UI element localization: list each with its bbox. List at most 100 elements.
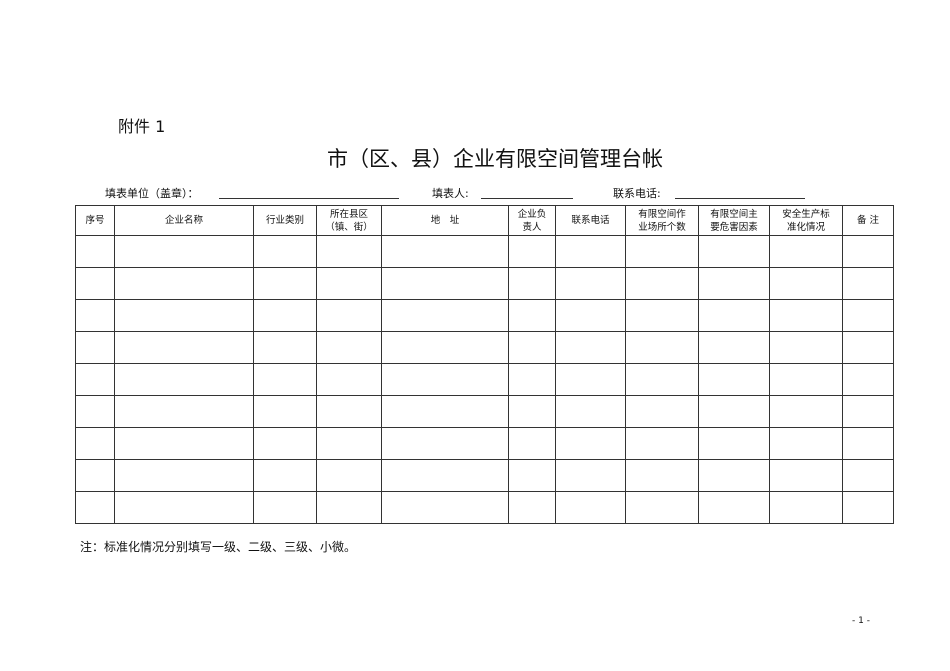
table-cell[interactable] [555,299,626,332]
table-cell[interactable] [114,395,254,428]
table-cell[interactable] [381,491,509,524]
table-cell[interactable] [625,363,699,396]
table-cell[interactable] [555,267,626,300]
table-cell[interactable] [698,395,770,428]
table-cell[interactable] [555,427,626,460]
table-cell[interactable] [842,235,894,268]
table-cell[interactable] [316,331,382,364]
table-cell[interactable] [842,427,894,460]
table-cell[interactable] [253,363,317,396]
table-cell[interactable] [114,491,254,524]
table-cell[interactable] [555,363,626,396]
table-cell[interactable] [253,395,317,428]
table-cell[interactable] [555,235,626,268]
table-cell[interactable] [381,331,509,364]
table-cell[interactable] [625,491,699,524]
table-cell[interactable] [842,363,894,396]
table-cell[interactable] [316,267,382,300]
table-cell[interactable] [253,459,317,492]
table-cell[interactable] [114,427,254,460]
table-cell[interactable] [842,459,894,492]
table-cell[interactable] [114,331,254,364]
table-cell[interactable] [555,395,626,428]
table-cell[interactable] [316,235,382,268]
table-cell[interactable] [381,299,509,332]
table-cell[interactable] [381,395,509,428]
table-cell[interactable] [625,459,699,492]
unit-field[interactable] [219,198,399,199]
table-cell[interactable] [114,459,254,492]
table-cell[interactable] [253,299,317,332]
table-cell[interactable] [75,427,115,460]
table-cell[interactable] [253,491,317,524]
table-cell[interactable] [769,427,843,460]
table-cell[interactable] [75,395,115,428]
table-cell[interactable] [508,299,556,332]
table-cell[interactable] [769,491,843,524]
table-cell[interactable] [698,235,770,268]
table-cell[interactable] [508,491,556,524]
table-cell[interactable] [316,363,382,396]
table-cell[interactable] [842,331,894,364]
table-cell[interactable] [555,491,626,524]
table-cell[interactable] [253,427,317,460]
table-cell[interactable] [769,331,843,364]
table-cell[interactable] [75,363,115,396]
table-cell[interactable] [316,459,382,492]
table-cell[interactable] [769,267,843,300]
table-cell[interactable] [508,459,556,492]
table-cell[interactable] [769,235,843,268]
table-cell[interactable] [75,299,115,332]
table-cell[interactable] [253,267,317,300]
table-cell[interactable] [508,331,556,364]
table-cell[interactable] [769,459,843,492]
table-cell[interactable] [75,267,115,300]
table-cell[interactable] [114,299,254,332]
table-cell[interactable] [769,299,843,332]
table-cell[interactable] [625,267,699,300]
table-cell[interactable] [842,267,894,300]
table-cell[interactable] [75,331,115,364]
table-cell[interactable] [381,459,509,492]
table-cell[interactable] [508,427,556,460]
table-cell[interactable] [698,267,770,300]
table-cell[interactable] [625,427,699,460]
table-cell[interactable] [253,235,317,268]
table-cell[interactable] [555,459,626,492]
filler-field[interactable] [481,198,573,199]
table-cell[interactable] [842,299,894,332]
table-cell[interactable] [508,235,556,268]
table-cell[interactable] [316,395,382,428]
table-cell[interactable] [316,299,382,332]
table-cell[interactable] [769,363,843,396]
table-cell[interactable] [316,427,382,460]
table-cell[interactable] [508,363,556,396]
table-cell[interactable] [114,267,254,300]
table-cell[interactable] [698,459,770,492]
table-cell[interactable] [698,331,770,364]
table-cell[interactable] [75,235,115,268]
table-cell[interactable] [316,491,382,524]
table-cell[interactable] [625,299,699,332]
table-cell[interactable] [75,459,115,492]
table-cell[interactable] [698,363,770,396]
table-cell[interactable] [555,331,626,364]
table-cell[interactable] [114,363,254,396]
table-cell[interactable] [769,395,843,428]
table-cell[interactable] [698,299,770,332]
table-cell[interactable] [698,427,770,460]
table-cell[interactable] [625,331,699,364]
table-cell[interactable] [381,363,509,396]
table-cell[interactable] [114,235,254,268]
phone-field[interactable] [675,198,805,199]
table-cell[interactable] [625,395,699,428]
table-cell[interactable] [253,331,317,364]
table-cell[interactable] [508,395,556,428]
table-cell[interactable] [381,235,509,268]
table-cell[interactable] [698,491,770,524]
table-cell[interactable] [75,491,115,524]
table-cell[interactable] [508,267,556,300]
table-cell[interactable] [625,235,699,268]
table-cell[interactable] [842,395,894,428]
table-cell[interactable] [381,427,509,460]
